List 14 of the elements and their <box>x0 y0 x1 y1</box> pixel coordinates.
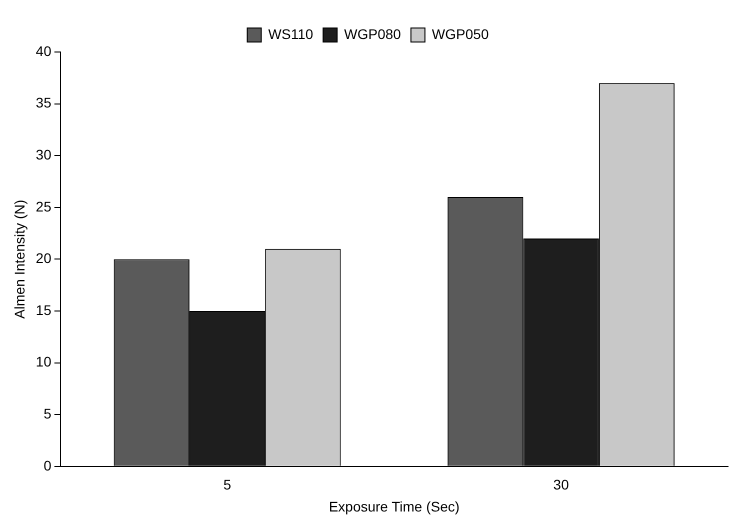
x-axis-title: Exposure Time (Sec) <box>328 498 460 514</box>
y-tick-label: 15 <box>36 302 52 318</box>
legend-label: WGP050 <box>432 26 489 42</box>
y-tick-label: 30 <box>36 146 52 162</box>
y-tick-label: 10 <box>36 354 52 370</box>
y-tick-label: 20 <box>36 250 52 266</box>
y-axis-title: Almen Intensity (N) <box>11 200 28 319</box>
y-tick-label: 0 <box>44 457 52 474</box>
legend-label: WGP080 <box>344 26 402 42</box>
legend-label: WS110 <box>268 26 314 42</box>
y-tick-label: 5 <box>44 405 52 422</box>
y-tick-label: 40 <box>36 42 52 59</box>
y-tick-label: 25 <box>36 198 52 214</box>
y-tick-label: 35 <box>36 94 52 111</box>
